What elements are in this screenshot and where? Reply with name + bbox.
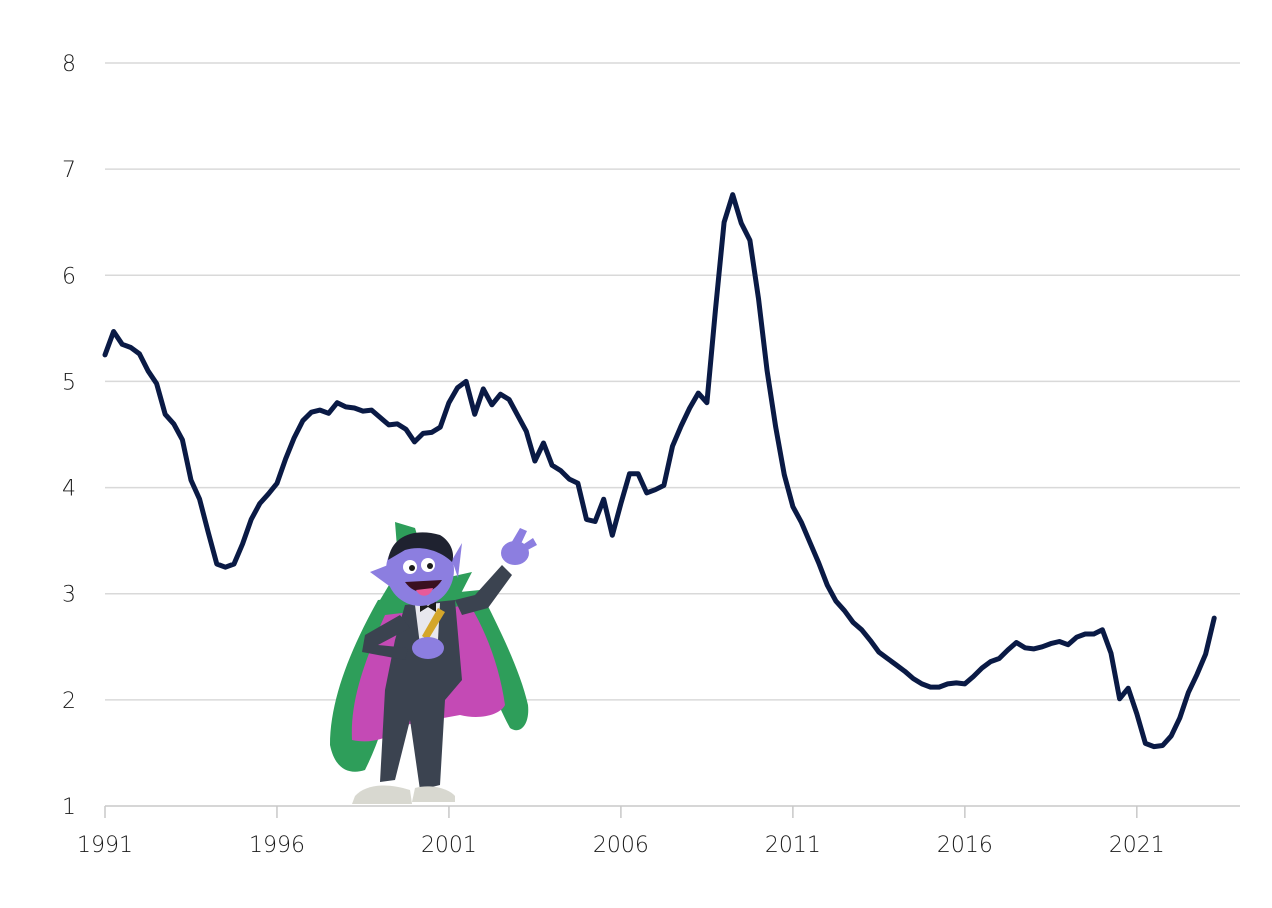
y-tick-label: 5: [62, 370, 76, 395]
count-character-illustration: [330, 522, 537, 804]
x-axis-tick-labels: 1991 1996 2001 2006 2011 2016 2021: [77, 833, 1165, 858]
left-hand: [412, 637, 444, 659]
y-tick-label: 4: [62, 477, 76, 502]
left-ear: [370, 565, 392, 588]
left-arm: [362, 615, 410, 660]
x-tick-label: 2001: [421, 833, 477, 858]
right-arm: [455, 565, 512, 615]
tongue: [416, 588, 433, 596]
y-axis-tick-labels: 1 2 3 4 5 6 7 8: [62, 52, 76, 820]
right-pupil: [427, 563, 433, 569]
x-tick-label: 2021: [1109, 833, 1165, 858]
x-axis: [104, 805, 1240, 818]
x-tick-label: 2011: [765, 833, 821, 858]
left-pupil: [409, 565, 415, 571]
x-tick-label: 2016: [937, 833, 993, 858]
right-ear: [452, 543, 462, 578]
y-tick-label: 6: [62, 264, 76, 289]
shirt: [415, 603, 440, 645]
y-tick-label: 7: [62, 158, 76, 183]
x-tick-label: 2006: [593, 833, 649, 858]
x-tick-label: 1996: [249, 833, 305, 858]
right-shoe: [412, 786, 455, 802]
gridlines: [105, 62, 1240, 701]
mouth: [405, 580, 442, 593]
left-shoe: [352, 785, 412, 804]
y-tick-label: 8: [62, 52, 76, 77]
x-tick-label: 1991: [77, 833, 133, 858]
series-line: [102, 192, 1217, 750]
y-tick-label: 2: [62, 689, 76, 714]
y-tick-label: 1: [62, 795, 76, 820]
sash: [422, 608, 445, 640]
y-tick-label: 3: [62, 583, 76, 608]
slicked-hair: [388, 532, 454, 562]
raised-fingers: [510, 528, 537, 553]
